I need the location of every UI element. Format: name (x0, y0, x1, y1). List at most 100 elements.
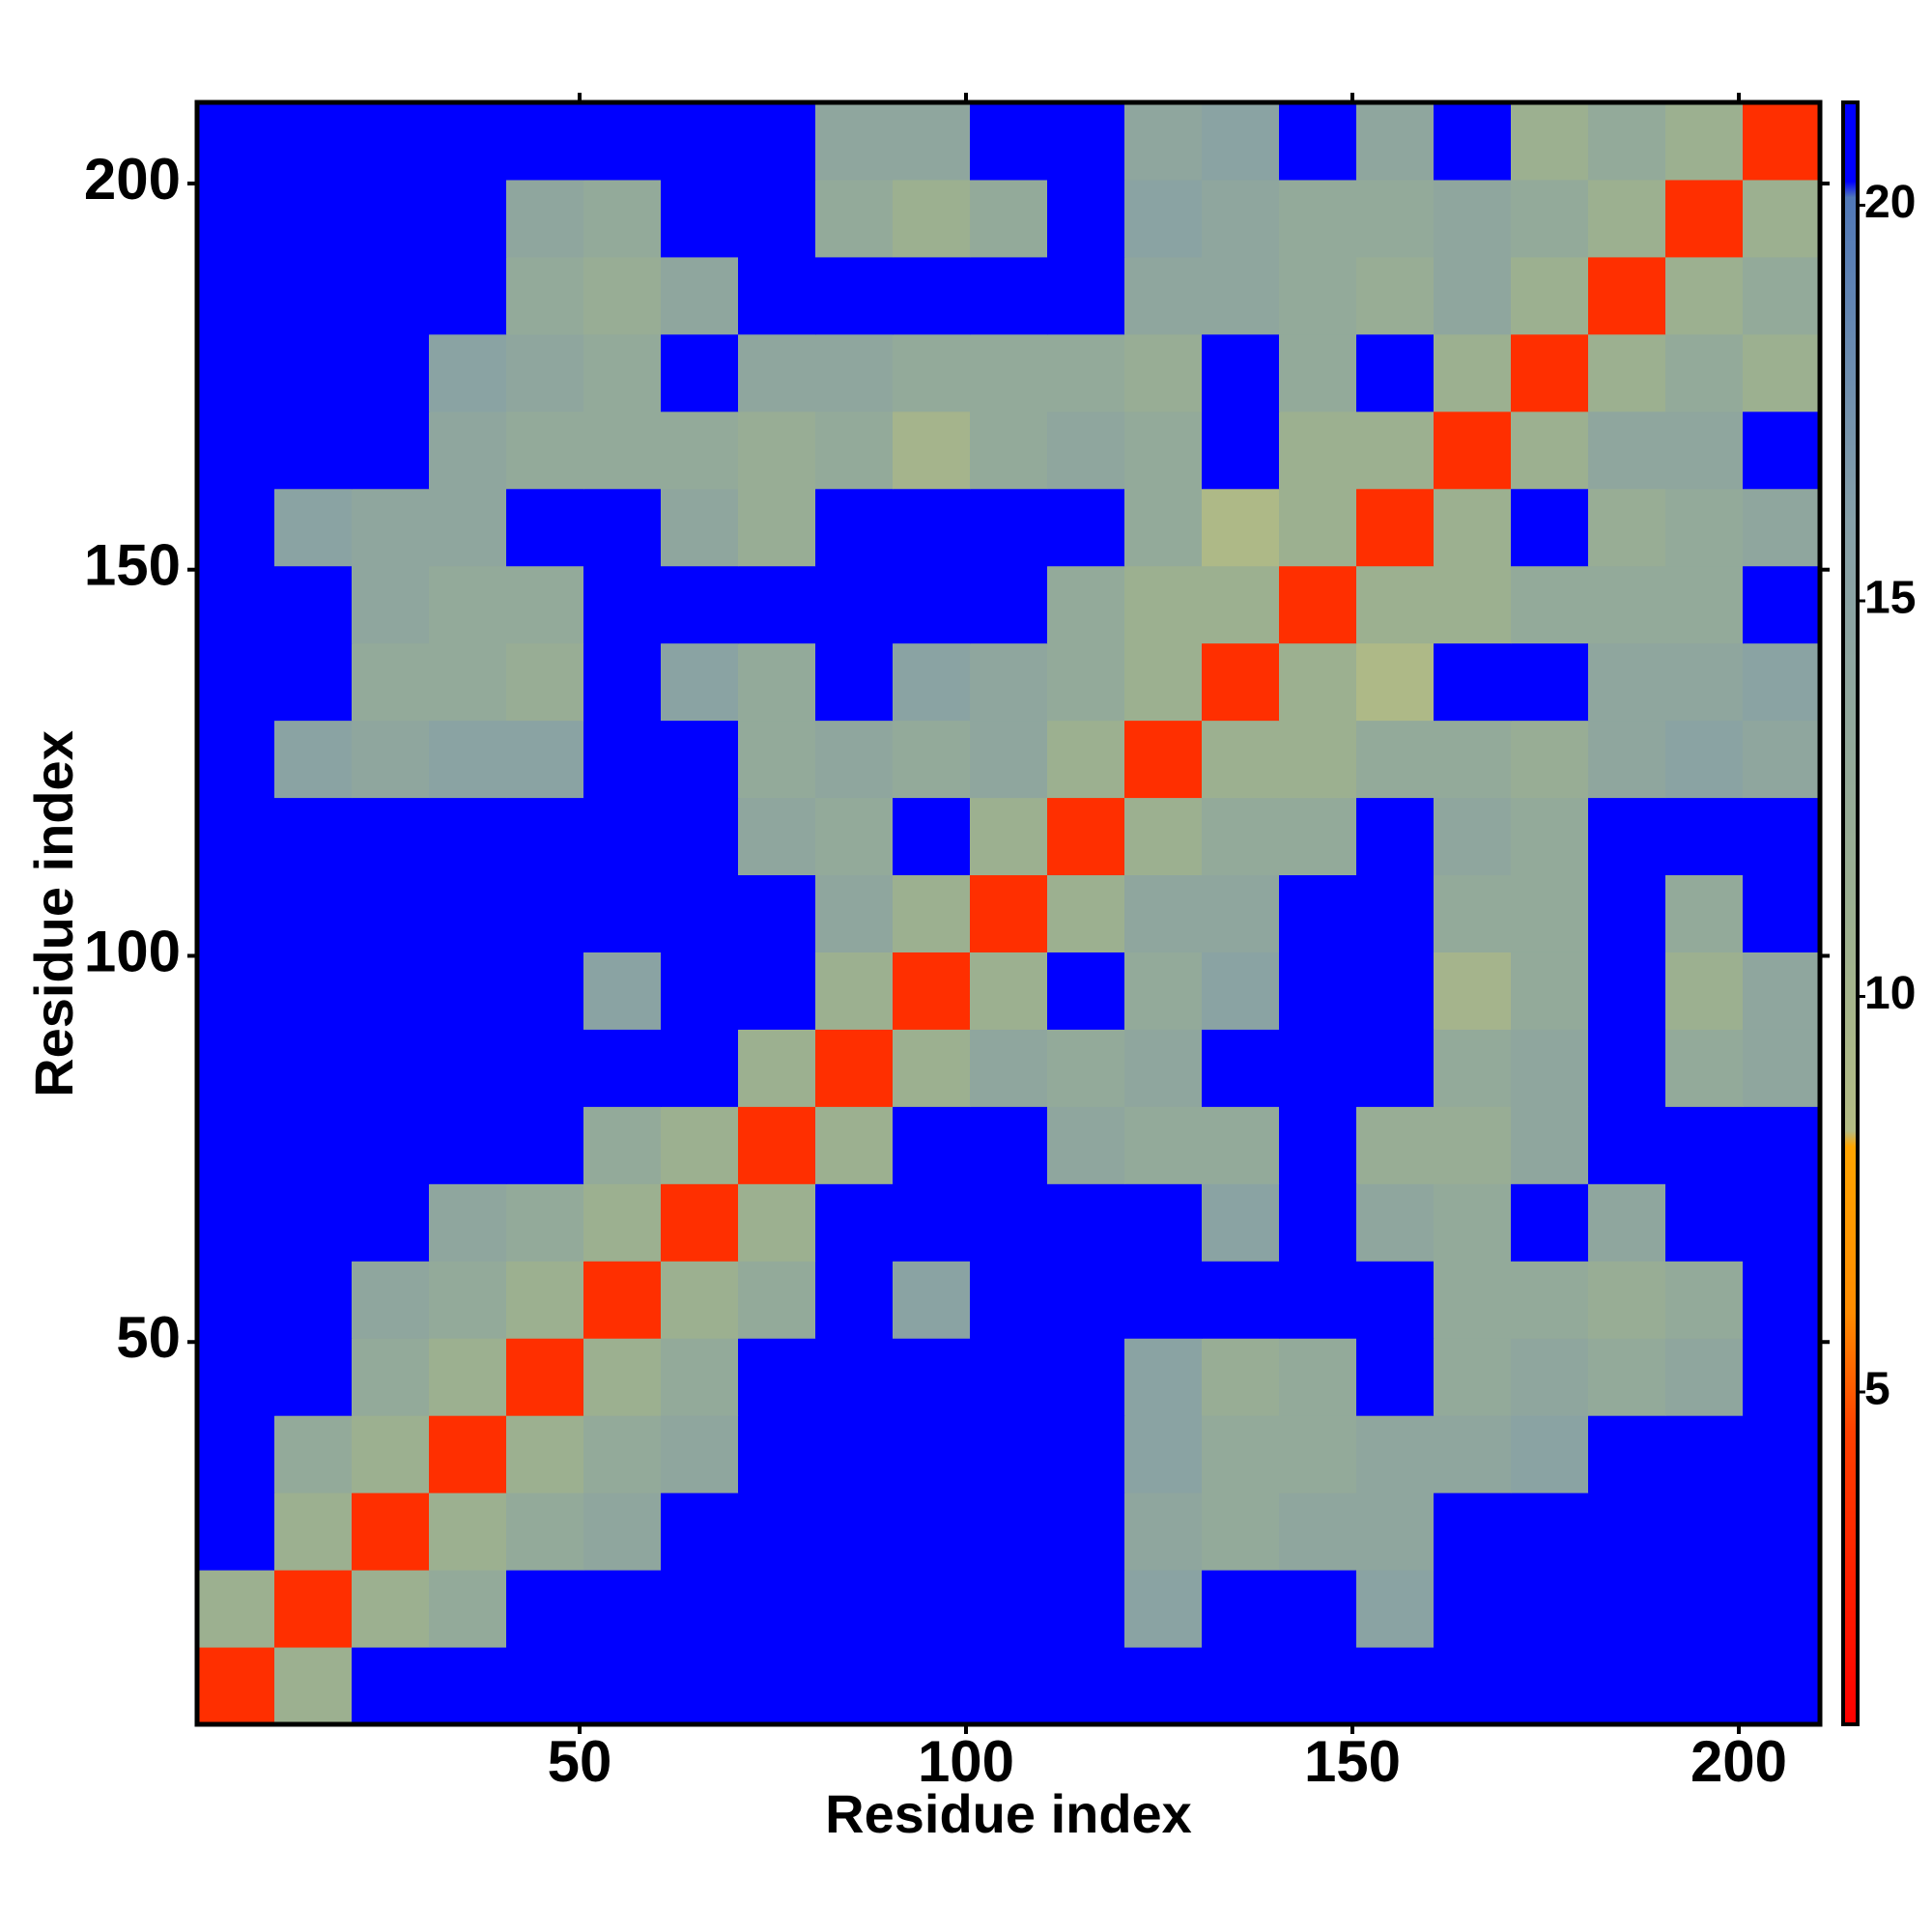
heatmap-cell (583, 102, 662, 181)
heatmap-cell (1511, 1492, 1589, 1571)
heatmap-cell (738, 1338, 816, 1416)
heatmap-cell (1588, 179, 1666, 258)
heatmap-cell (1047, 256, 1125, 335)
y-tick-label: 150 (84, 533, 181, 598)
heatmap-cell (429, 179, 507, 258)
heatmap-cell (738, 333, 816, 412)
heatmap-cell (352, 333, 430, 412)
heatmap-cell (1665, 565, 1744, 644)
heatmap-cell (815, 565, 894, 644)
heatmap-cell (815, 333, 894, 412)
heatmap-cell (815, 1183, 894, 1262)
heatmap-cell (1434, 179, 1512, 258)
heatmap-cell (1588, 1183, 1666, 1262)
heatmap-cell (352, 1338, 430, 1416)
heatmap-cell (583, 1261, 662, 1339)
heatmap-cell (1356, 952, 1435, 1030)
heatmap-cell (1124, 1261, 1203, 1339)
heatmap-cell (1588, 1106, 1666, 1184)
heatmap-cell (1511, 1106, 1589, 1184)
heatmap-cell (661, 102, 739, 181)
colorbar-tick-label: 20 (1864, 177, 1916, 228)
heatmap-cell (815, 488, 894, 567)
heatmap-cell (1434, 642, 1512, 722)
heatmap-cell (429, 1570, 507, 1648)
y-axis-title: Residue index (23, 730, 84, 1097)
heatmap-cell (1588, 1338, 1666, 1416)
heatmap-cell (506, 565, 584, 644)
colorbar-tick-label: 15 (1864, 573, 1916, 624)
heatmap-cell (1434, 1183, 1512, 1262)
heatmap-cell (1434, 720, 1512, 799)
heatmap-cell (1588, 642, 1666, 722)
heatmap-cell (1047, 1415, 1125, 1493)
heatmap-cell (738, 1029, 816, 1107)
heatmap-cell (1124, 642, 1203, 722)
heatmap-cell (1665, 1492, 1744, 1571)
heatmap-cell (429, 488, 507, 567)
heatmap-cell (429, 720, 507, 799)
heatmap-cell (970, 333, 1048, 412)
heatmap-cell (1124, 565, 1203, 644)
heatmap-cell (893, 1647, 971, 1725)
heatmap-cell (1047, 488, 1125, 567)
heatmap-cell (1511, 1261, 1589, 1339)
heatmap-cell (1047, 874, 1125, 952)
heatmap-cell (1047, 642, 1125, 722)
heatmap-cell (1743, 411, 1821, 490)
heatmap-cell (738, 1647, 816, 1725)
heatmap-cell (1124, 1415, 1203, 1493)
heatmap-cell (352, 1570, 430, 1648)
heatmap-cell (1665, 1183, 1744, 1262)
heatmap-cell (1511, 1338, 1589, 1416)
heatmap-cell (1588, 1415, 1666, 1493)
heatmap-cell (970, 256, 1048, 335)
heatmap-cell (1279, 952, 1357, 1030)
heatmap-cell (815, 1570, 894, 1648)
heatmap-cell (970, 1029, 1048, 1107)
heatmap-cell (352, 1261, 430, 1339)
heatmap-cell (1279, 1261, 1357, 1339)
heatmap-cell (661, 565, 739, 644)
heatmap-cell (1511, 1415, 1589, 1493)
heatmap-cell (815, 642, 894, 722)
heatmap-cell (429, 333, 507, 412)
heatmap-cell (352, 1183, 430, 1262)
heatmap-cell (738, 874, 816, 952)
heatmap-cell (815, 1029, 894, 1107)
heatmap-cell (1665, 797, 1744, 876)
heatmap-cell (197, 1029, 275, 1107)
heatmap-cell (1588, 333, 1666, 412)
heatmap-cell (1202, 1647, 1280, 1725)
heatmap-cell (893, 1261, 971, 1339)
heatmap-cell (1434, 1647, 1512, 1725)
heatmap-cell (1279, 642, 1357, 722)
heatmap-cell (197, 1492, 275, 1571)
heatmap-cell (661, 1261, 739, 1339)
heatmap-cell (1356, 1415, 1435, 1493)
heatmap-cell (429, 1415, 507, 1493)
heatmap-cell (970, 1647, 1048, 1725)
heatmap-cell (1356, 488, 1435, 567)
heatmap-cell (738, 102, 816, 181)
heatmap-cell (1202, 1338, 1280, 1416)
heatmap-cell (352, 952, 430, 1030)
heatmap-cell (1202, 1183, 1280, 1262)
heatmap-cell (1356, 179, 1435, 258)
heatmap-cell (1588, 1261, 1666, 1339)
heatmap-cell (583, 1570, 662, 1648)
heatmap-cell (274, 1183, 353, 1262)
heatmap-cell (1665, 874, 1744, 952)
heatmap-cell (506, 102, 584, 181)
heatmap-cell (352, 565, 430, 644)
heatmap-cell (1665, 333, 1744, 412)
heatmap-cell (970, 642, 1048, 722)
heatmap-cell (352, 1415, 430, 1493)
heatmap-cell (661, 1570, 739, 1648)
heatmap-cell (1202, 333, 1280, 412)
heatmap-cell (1665, 1570, 1744, 1648)
heatmap-cell (1588, 1647, 1666, 1725)
heatmap-cell (970, 720, 1048, 799)
heatmap-cell (1665, 1261, 1744, 1339)
heatmap-cell (274, 1261, 353, 1339)
